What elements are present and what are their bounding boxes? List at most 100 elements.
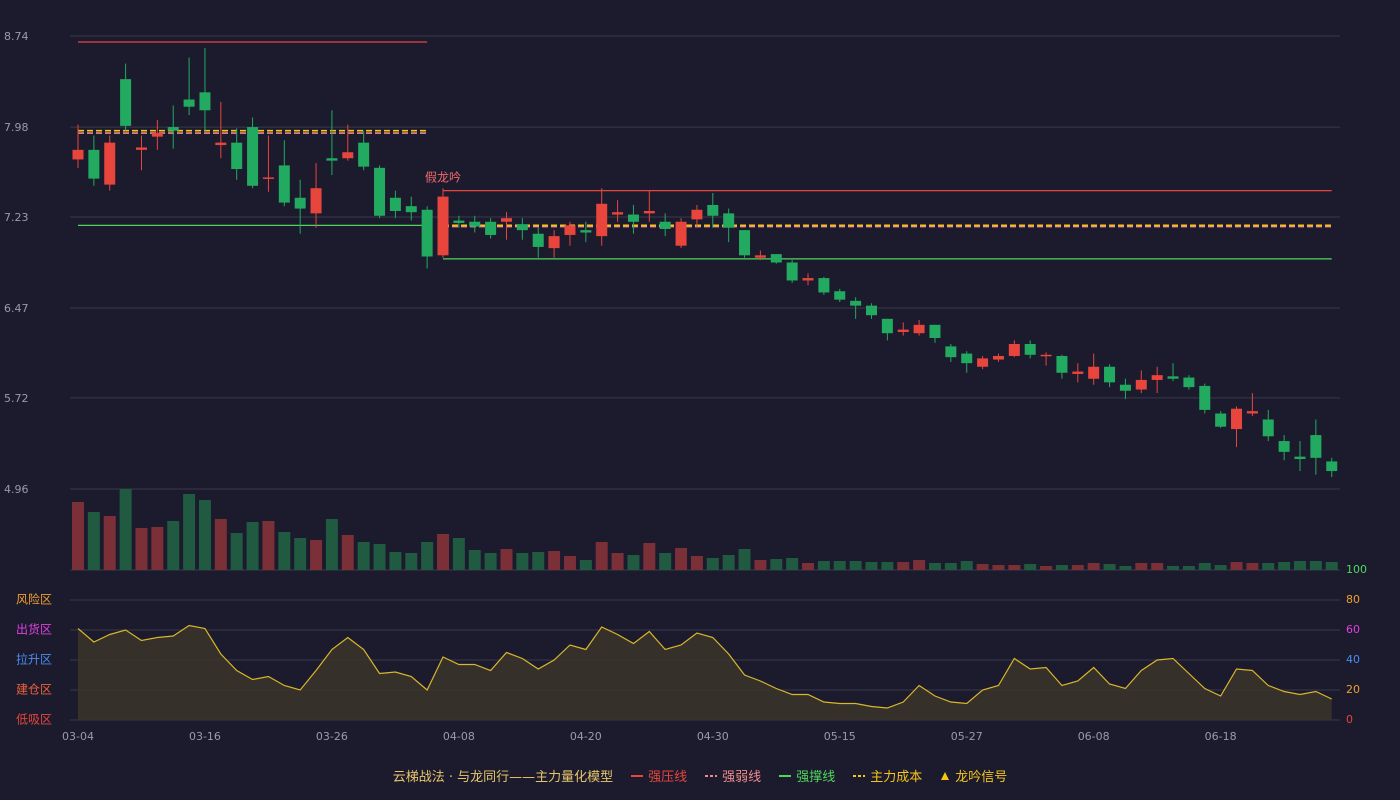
legend-swatch — [853, 774, 866, 777]
volume-bar — [690, 556, 703, 570]
candle-body — [1024, 343, 1036, 355]
x-tick-label: 05-27 — [951, 730, 983, 743]
candle-body — [834, 291, 846, 300]
volume-bar — [960, 561, 973, 570]
x-tick-label: 04-20 — [570, 730, 602, 743]
volume-bar — [1040, 566, 1053, 570]
volume-bar — [151, 527, 164, 570]
volume-bar — [310, 540, 323, 570]
volume-bar — [262, 521, 275, 570]
candle-body — [1151, 375, 1163, 380]
legend: 云梯战法 · 与龙同行——主力量化模型 强压线 强弱线 强撑线 主力成本 龙吟信号 — [0, 766, 1400, 785]
candle-body — [1262, 419, 1274, 437]
y-tick-label: 7.23 — [4, 211, 29, 224]
indicator-tick-label: 40 — [1346, 653, 1360, 666]
candle-body — [1135, 379, 1147, 390]
volume-bar — [1262, 563, 1275, 570]
candle-body — [532, 233, 544, 247]
candle-body — [627, 214, 639, 222]
candle-body — [516, 224, 528, 231]
volume-bar — [294, 538, 307, 570]
volume-bar — [643, 543, 656, 570]
candle-body — [564, 225, 576, 235]
candle-body — [659, 221, 671, 229]
volume-bar — [325, 519, 338, 570]
volume-bar — [1309, 561, 1322, 570]
candle-body — [389, 197, 401, 211]
candle-body — [1056, 355, 1068, 373]
candle-body — [437, 196, 449, 256]
volume-bar — [1135, 563, 1148, 570]
candle-body — [151, 133, 163, 137]
volume-bar — [1151, 563, 1164, 570]
volume-bar — [786, 558, 799, 570]
candle-body — [977, 358, 989, 367]
x-tick-label: 06-18 — [1205, 730, 1237, 743]
candle-body — [739, 230, 751, 256]
zone-label: 拉升区 — [16, 652, 52, 667]
candle-body — [723, 213, 735, 228]
volume-bar — [484, 553, 497, 570]
candle-body — [215, 142, 227, 146]
candle-body — [1072, 371, 1084, 374]
volume-bar — [1214, 565, 1227, 570]
candle-body — [850, 300, 862, 306]
zone-label: 风险区 — [16, 592, 52, 607]
volume-bar — [500, 549, 513, 570]
candle-body — [786, 262, 798, 281]
volume-bar — [516, 553, 529, 570]
candle-body — [1246, 411, 1258, 414]
candle-body — [548, 236, 560, 249]
zone-label: 建仓区 — [16, 683, 52, 697]
candle-body — [643, 210, 655, 214]
legend-swatch — [779, 774, 792, 777]
candle-body — [1231, 408, 1243, 430]
zone-label: 出货区 — [16, 622, 52, 637]
candle-body — [881, 318, 893, 334]
candle-body — [294, 197, 306, 209]
candle-body — [342, 152, 354, 159]
volume-bar — [183, 494, 196, 570]
volume-bar — [1087, 563, 1100, 570]
candle-body — [405, 206, 417, 213]
volume-bar — [563, 556, 576, 570]
x-tick-label: 04-08 — [443, 730, 475, 743]
indicator-tick-label: 80 — [1346, 593, 1360, 606]
candle-body — [580, 230, 592, 233]
volume-bar — [1293, 561, 1306, 570]
volume-bar — [373, 544, 386, 570]
annotation: 假龙吟 — [425, 170, 461, 185]
volume-bar — [1278, 562, 1291, 570]
legend-label: 主力成本 — [870, 770, 923, 785]
volume-bar — [738, 549, 751, 570]
volume-bar — [770, 559, 783, 570]
legend-item: 强撑线 — [779, 766, 835, 785]
candle-body — [818, 278, 830, 293]
candle-body — [374, 167, 386, 216]
indicator-tick-label: 0 — [1346, 713, 1353, 726]
candle-body — [1199, 385, 1211, 410]
volume-bar — [675, 548, 688, 570]
volume-bar — [1182, 566, 1195, 570]
candle-body — [945, 346, 957, 358]
volume-bar — [230, 533, 243, 570]
candle-body — [231, 142, 243, 170]
volume-bar — [627, 555, 640, 570]
zone-label: 低吸区 — [16, 713, 52, 727]
volume-bar — [246, 522, 259, 570]
volume-bar — [198, 500, 211, 570]
x-tick-label: 06-08 — [1078, 730, 1110, 743]
volume-bar — [992, 565, 1005, 570]
candle-body — [961, 353, 973, 364]
candle-body — [500, 218, 512, 222]
candle-body — [469, 221, 481, 227]
volume-bar — [119, 489, 132, 570]
legend-label: 龙吟信号 — [955, 770, 1008, 785]
volume-bar — [706, 558, 719, 570]
candle-body — [675, 221, 687, 246]
volume-bar — [1055, 565, 1068, 570]
volume-bar — [1119, 566, 1132, 570]
volume-bar — [87, 512, 100, 570]
candle-body — [135, 147, 147, 150]
y-tick-label: 4.96 — [4, 483, 29, 496]
